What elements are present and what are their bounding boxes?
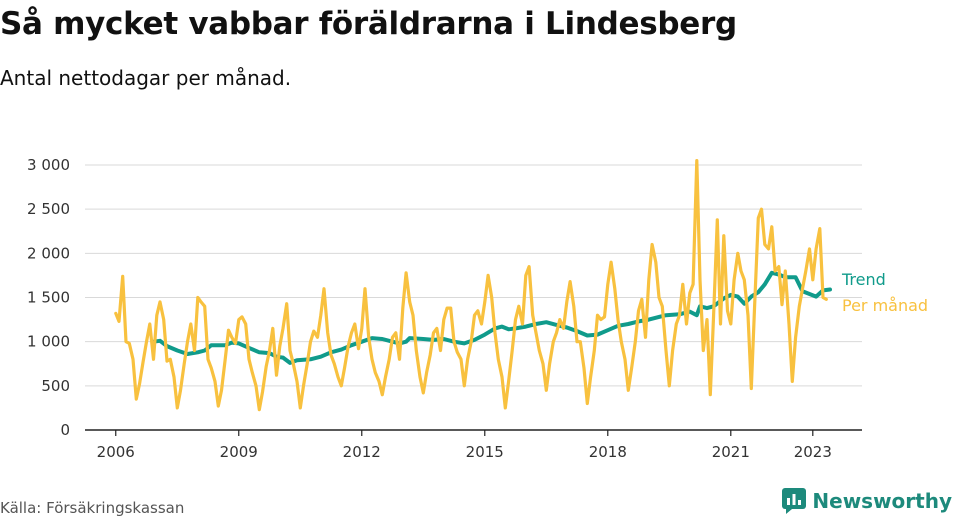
monthly-series-line xyxy=(114,159,828,412)
x-tick-label: 2015 xyxy=(466,443,504,461)
x-tick-label: 2009 xyxy=(220,443,258,461)
x-tick-label: 2018 xyxy=(589,443,627,461)
x-tick-label: 2006 xyxy=(97,443,135,461)
y-tick-label: 1 500 xyxy=(27,289,70,307)
y-tick-label: 1 000 xyxy=(27,333,70,351)
y-tick-label: 0 xyxy=(60,421,70,439)
series-labels: Per månad Trend xyxy=(841,270,928,315)
monthly-series-label: Per månad xyxy=(842,296,928,315)
series xyxy=(114,159,832,412)
y-tick-label: 3 000 xyxy=(27,156,70,174)
chart-title: Så mycket vabbar föräldrarna i Lindesber… xyxy=(0,6,737,42)
axes: 0 500 1 000 1 500 2 000 2 500 3 000 2006 2009 201… xyxy=(27,156,862,461)
chart-subtitle: Antal nettodagar per månad. xyxy=(0,66,292,90)
y-tick-label: 500 xyxy=(41,377,70,395)
y-tick-label: 2 500 xyxy=(27,200,70,218)
x-tick-label: 2021 xyxy=(712,443,750,461)
trend-series-label: Trend xyxy=(841,270,886,289)
x-tick-label: 2023 xyxy=(794,443,832,461)
x-tick-label: 2012 xyxy=(343,443,381,461)
brand-logo: Newsworthy xyxy=(782,488,952,514)
newsworthy-logo-icon xyxy=(782,488,807,514)
brand-name: Newsworthy xyxy=(812,489,952,513)
source-note: Källa: Försäkringskassan xyxy=(0,499,185,517)
y-tick-label: 2 000 xyxy=(27,244,70,262)
